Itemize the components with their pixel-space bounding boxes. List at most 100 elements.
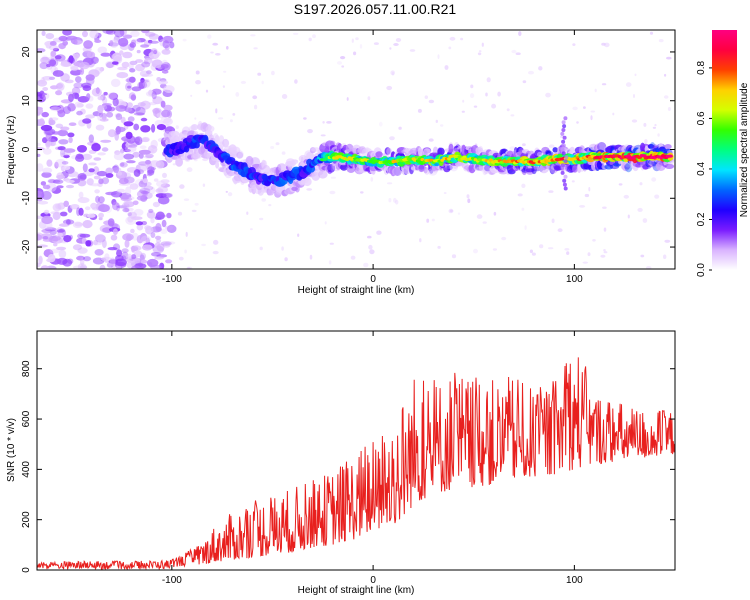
spectrogram-noise-blob [127,253,132,260]
spectrogram-noise-blob [117,171,123,176]
spectrogram-noise-blob [136,235,144,244]
spectrogram-noise-blob [132,104,141,112]
spectrogram-noise-blob [50,117,59,121]
spectrogram-noise-blob [154,242,161,249]
spectrogram-noise-blob [104,253,110,261]
spectrogram-noise-blob [329,242,334,245]
spectrogram-noise-blob [37,106,44,115]
spectrogram-noise-blob [547,247,554,250]
spectrogram-noise-blob [440,124,444,127]
spectrogram-noise-blob [115,125,122,135]
spectrogram-noise-blob [128,76,136,83]
spectrogram-noise-blob [56,83,63,89]
spectrogram-noise-blob [521,207,525,211]
spectrogram-noise-blob [431,218,435,222]
spectrogram-noise-blob [127,216,134,223]
spectrogram-noise-blob [587,252,591,257]
spectrogram-ridge-halo [205,125,215,133]
spectrogram-noise-blob [235,92,240,97]
spectrogram-noise-blob [112,97,119,107]
snr-y-tick-label: 200 [21,511,32,528]
spectrogram-noise-blob [55,90,63,96]
spectrogram-noise-blob [161,193,173,198]
spectrogram-noise-blob [155,211,165,220]
spectrogram-noise-blob [85,74,95,81]
spectrogram-noise-blob [85,114,96,119]
colorbar-ramp [712,30,737,270]
spectrogram-ridge-halo [175,157,184,167]
spectrogram-noise-blob [142,178,148,184]
spectrogram-noise-blob [128,196,135,200]
spectrogram-noise-blob [65,35,78,41]
spectrogram-noise-blob [132,200,139,206]
spectrogram-noise-blob [52,211,61,221]
spectrogram-noise-blob [657,133,660,137]
spectrogram-noise-blob [451,254,457,259]
spectrogram-noise-blob [268,204,272,207]
spectrogram-noise-blob [379,121,383,127]
spectrogram-noise-blob [524,225,527,230]
spectrogram-noise-blob [140,77,145,83]
spectrogram-noise-blob [213,239,219,245]
spectrogram-noise-blob [56,246,67,251]
spectrogram-noise-blob [106,62,114,69]
spectrogram-noise-blob [55,158,67,168]
spectrogram-noise-blob [94,249,104,256]
spectrogram-ridge-halo [346,164,356,173]
spectrogram-noise-blob [83,256,91,262]
spectrogram-noise-blob [205,89,209,93]
spectrogram-noise-layer [37,30,672,269]
spectrogram-noise-blob [97,46,108,54]
spectrogram-noise-blob [48,117,54,126]
spectrogram-noise-blob [77,197,90,204]
spectrogram-noise-blob [477,52,482,56]
spectrogram-noise-blob [150,48,158,55]
spectrogram-noise-blob [194,202,199,206]
spectrogram-noise-blob [207,34,212,39]
spectrogram-noise-blob [131,216,143,221]
spectrogram-noise-blob [126,76,136,84]
spectrogram-noise-blob [225,190,228,193]
spectrogram-noise-blob [37,163,44,172]
spectrogram-ridge-core [193,142,200,149]
spectrogram-noise-blob [128,144,138,148]
spectrogram-noise-blob [497,91,501,97]
snr-frame [36,330,676,571]
spectrogram-noise-blob [106,111,114,118]
spectrogram-noise-blob [320,134,326,137]
spectrogram-ridge-halo [561,143,566,148]
spectrogram-y-axis-label: Frequency (Hz) [6,116,17,185]
spectrogram-noise-blob [326,121,332,124]
spectrogram-noise-blob [571,180,575,183]
spectrogram-noise-blob [79,174,87,180]
spectrogram-noise-blob [201,243,207,247]
spectrogram-noise-blob [127,116,135,122]
spectrogram-noise-blob [46,159,53,167]
spectrogram-noise-blob [139,187,151,194]
spectrogram-noise-blob [88,162,97,166]
spectrogram-noise-blob [501,236,507,241]
spectrogram-ridge-halo [311,147,321,152]
spectrogram-noise-blob [579,205,586,208]
spectrogram-noise-blob [113,152,125,161]
spectrogram-noise-blob [146,258,159,267]
spectrogram-noise-blob [292,32,299,35]
spectrogram-ridge-halo [563,186,568,191]
spectrogram-noise-blob [141,30,150,34]
spectrogram-noise-blob [187,266,193,269]
spectrogram-noise-blob [148,33,160,40]
spectrogram-noise-blob [590,110,596,113]
spectrogram-noise-blob [40,56,50,64]
spectrogram-noise-blob [137,102,146,107]
spectrogram-noise-blob [89,30,99,39]
spectrogram-noise-blob [114,113,121,118]
spectrogram-noise-blob [37,79,48,87]
spectrogram-noise-blob [594,88,597,93]
spectrogram-ridge-halo [560,163,565,168]
spectrogram-noise-blob [582,261,589,264]
spectrogram-noise-blob [271,70,275,76]
spectrogram-noise-blob [373,42,379,45]
spectrogram-ridge-halo [236,151,244,159]
spectrogram-noise-blob [178,256,184,261]
spectrogram-noise-blob [142,244,153,251]
